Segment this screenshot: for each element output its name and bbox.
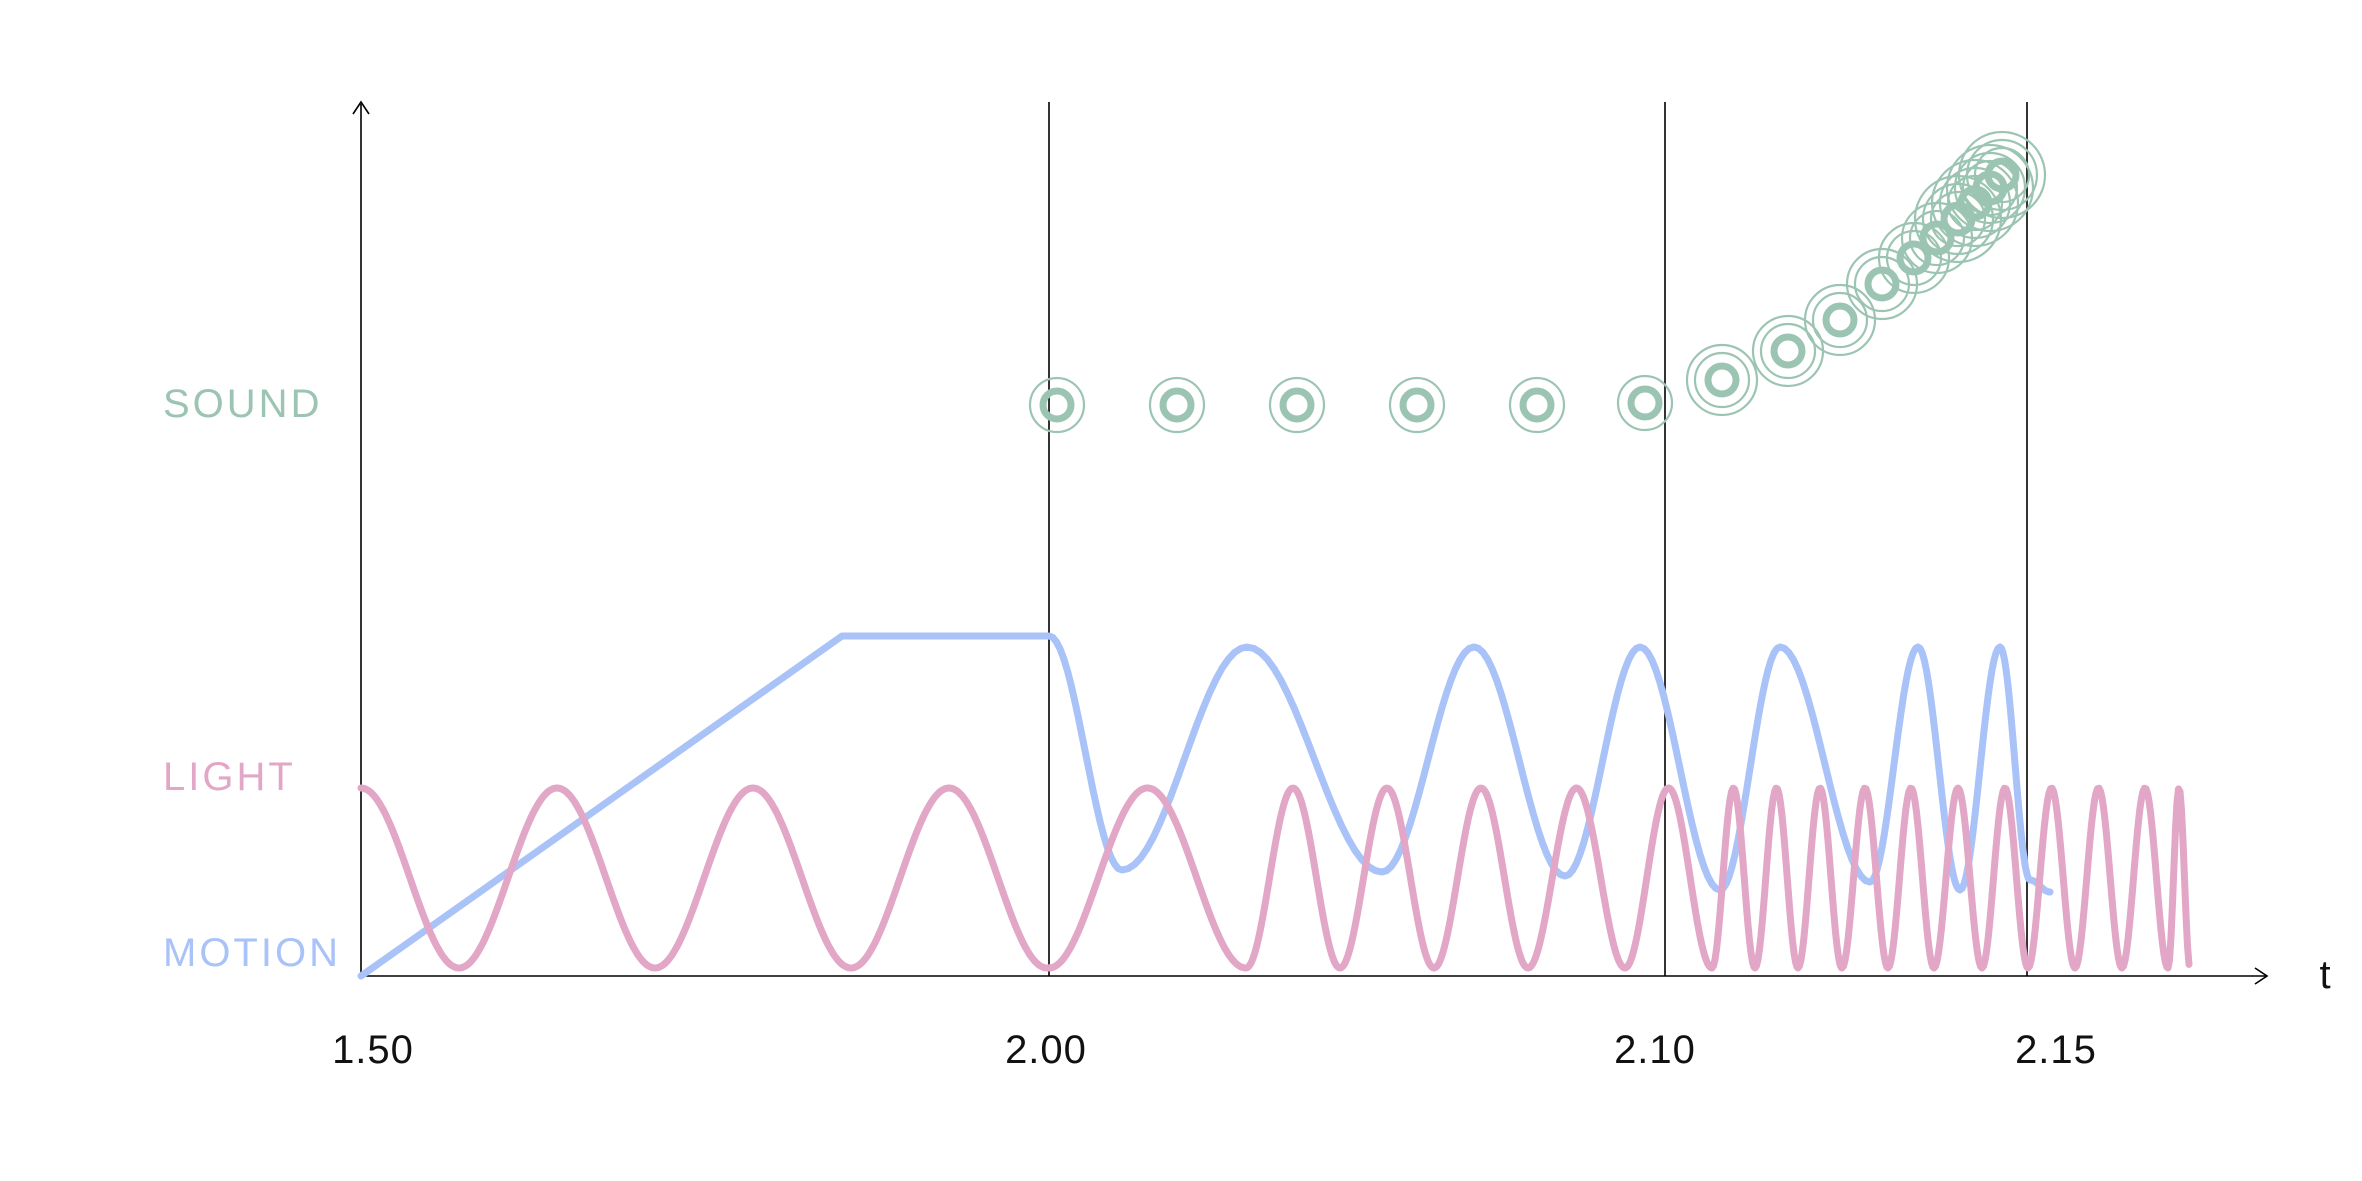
sound-pulse-ring	[1921, 182, 1995, 256]
sound-pulse-ring	[1519, 387, 1555, 423]
sound-pulse-ring	[1961, 159, 2019, 217]
tick-label-1-50: 1.50	[332, 1028, 414, 1072]
sound-pulse-ring	[1965, 138, 2039, 212]
sound-pulse-ring	[1913, 174, 2003, 264]
sound-pulse-ring	[1388, 376, 1446, 434]
sound-pulse-ring	[1508, 376, 1566, 434]
tick-label-2-15: 2.15	[2015, 1028, 2097, 1072]
sound-pulse-ring	[1704, 362, 1740, 398]
sound-pulse-ring	[1896, 240, 1932, 276]
sound-pulse-ring	[1885, 229, 1943, 287]
sound-pulse-ring	[1627, 385, 1663, 421]
sound-pulse-ring	[1693, 351, 1751, 409]
sound-pulse-ring	[1984, 157, 2020, 193]
sound-pulse-ring	[1811, 291, 1869, 349]
light-curve	[357, 784, 2193, 972]
sound-pulse-ring	[1279, 387, 1315, 423]
sound-pulse-ring	[1973, 146, 2031, 204]
sound-pulse-ring	[1028, 376, 1086, 434]
tick-label-2-00: 2.00	[1005, 1028, 1087, 1072]
sound-pulse-ring	[1616, 374, 1674, 432]
light-label: LIGHT	[163, 755, 296, 799]
time-axis-arrow-icon	[2254, 967, 2269, 985]
sound-pulse-ring	[1685, 343, 1759, 417]
sound-pulse-ring	[1930, 158, 2020, 248]
sound-pulse-ring	[1399, 387, 1435, 423]
sound-pulse-ring	[1822, 302, 1858, 338]
sound-pulse-ring	[1957, 130, 2047, 220]
sound-pulse-ring	[1929, 190, 1987, 248]
sound-pulse-ring	[1759, 322, 1817, 380]
tick-label-2-10: 2.10	[1614, 1028, 1696, 1072]
motion-curve	[357, 632, 2054, 980]
vertical-axis-arrow-icon	[352, 100, 370, 115]
motion-label: MOTION	[163, 931, 341, 975]
sound-pulse-ring	[1751, 314, 1825, 388]
sound-pulses	[1028, 130, 2047, 434]
sound-pulse-ring	[1770, 333, 1806, 369]
sound-pulse-ring	[1148, 376, 1206, 434]
sound-pulse-ring	[1039, 387, 1075, 423]
sound-label: SOUND	[163, 382, 322, 426]
sound-pulse-ring	[1945, 143, 2035, 233]
time-axis-label: t	[2319, 953, 2330, 997]
sound-pulse-ring	[1159, 387, 1195, 423]
sound-pulse-ring	[1268, 376, 1326, 434]
sound-pulse-ring	[1908, 209, 1966, 267]
sound-pulse-ring	[1803, 283, 1877, 357]
